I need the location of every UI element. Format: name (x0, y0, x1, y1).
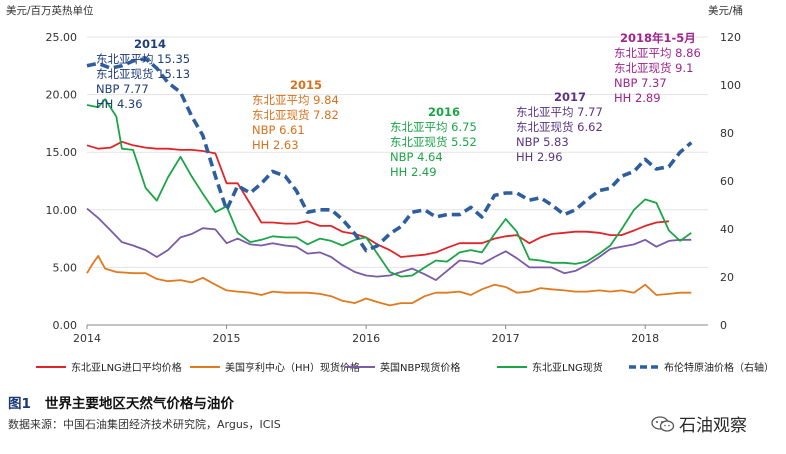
axes: 0.00 5.00 10.00 15.00 20.00 25.00 0 20 40 60 80 100… (46, 31, 742, 345)
figure-caption: 图1 世界主要地区天然气价格与油价 (8, 392, 234, 412)
annotation-4-line: HH 2.96 (516, 150, 563, 164)
legend: 东北亚LNG进口平均价格 美国亨利中心（HH）现货价格 英国NBP现货价格 东北亚LN… (36, 361, 774, 374)
y-left-tick-label: 0.00 (53, 319, 78, 332)
x-tick-label: 2014 (73, 332, 101, 345)
y-right-tick-label: 40 (720, 223, 734, 236)
y-right-tick-label: 20 (720, 271, 734, 284)
y-left-axis-label: 美元/百万英热单位 (6, 4, 94, 17)
annotation-2-line: 东北亚平均 9.84 (252, 93, 339, 107)
x-tick-label: 2015 (213, 332, 241, 345)
annotation-1-line: 东北亚平均 15.35 (96, 52, 190, 66)
annotation-1-line: 2014 (134, 37, 166, 51)
annotation-3-line: HH 2.49 (390, 165, 437, 179)
annotation-4-line: 东北亚现货 6.62 (516, 120, 603, 134)
chart: 0.00 5.00 10.00 15.00 20.00 25.00 0 20 40 60 80 100… (6, 4, 774, 374)
annotation-1-line: 东北亚现货 15.13 (96, 67, 190, 81)
legend-label-1: 东北亚LNG进口平均价格 (71, 361, 182, 374)
series-line-2 (86, 255, 692, 307)
annotation-2-line: 东北亚现货 7.82 (252, 108, 339, 122)
y-right-tick-label: 100 (720, 79, 741, 92)
x-tick-label: 2016 (352, 332, 380, 345)
annotation-2-line: 2015 (290, 78, 322, 92)
annotation-2-line: HH 2.63 (252, 138, 299, 152)
brand-watermark: 石油观察 (651, 411, 747, 436)
annotation-3-line: 2016 (428, 105, 460, 119)
annotation-5-line: 东北亚现货 9.1 (614, 61, 693, 75)
gridlines (87, 36, 708, 268)
y-right-tick-label: 120 (720, 31, 741, 44)
annotation-4-line: 东北亚平均 7.77 (516, 105, 603, 119)
legend-label-5: 布伦特原油价格（右轴） (664, 361, 774, 374)
legend-label-4: 东北亚LNG现货 (532, 361, 603, 374)
series-line-5 (86, 56, 693, 253)
y-right-tick-label: 80 (720, 127, 734, 140)
y-right-tick-label: 0 (720, 319, 727, 332)
annotation-5-line: 2018年1-5月 (620, 31, 696, 45)
y-left-tick-label: 25.00 (46, 31, 78, 44)
figure-number: 图1 (8, 396, 31, 412)
legend-label-2: 美国亨利中心（HH）现货价格 (225, 361, 360, 374)
annotation-5-line: NBP 7.37 (614, 76, 667, 90)
annotation-3-line: NBP 4.64 (390, 150, 443, 164)
figure-title: 世界主要地区天然气价格与油价 (44, 396, 234, 412)
y-left-tick-label: 5.00 (53, 261, 78, 274)
annotation-1-line: NBP 7.77 (96, 82, 149, 96)
annotation-1-line: HH 4.36 (96, 97, 143, 111)
annotation-4-line: NBP 5.83 (516, 135, 569, 149)
y-left-tick-label: 10.00 (46, 204, 78, 217)
annotation-5-line: HH 2.89 (614, 91, 661, 105)
series-line-4 (86, 98, 692, 278)
annotation-5-line: 东北亚平均 8.86 (614, 46, 701, 60)
annotation-3-line: 东北亚现货 5.52 (390, 135, 477, 149)
series-line-1 (86, 140, 669, 258)
source-note: 数据来源：中国石油集团经济技术研究院，Argus，ICIS (8, 418, 281, 431)
brand-name: 石油观察 (679, 416, 747, 436)
y-left-tick-label: 20.00 (46, 89, 78, 102)
annotation-4-line: 2017 (554, 90, 586, 104)
x-tick-label: 2017 (492, 332, 520, 345)
wechat-icon (651, 415, 675, 432)
series-lines (86, 56, 693, 307)
y-right-tick-label: 60 (720, 175, 734, 188)
series-line-3 (86, 207, 692, 281)
y-left-tick-label: 15.00 (46, 146, 78, 159)
x-tick-label: 2018 (631, 332, 659, 345)
annotation-2-line: NBP 6.61 (252, 123, 305, 137)
legend-label-3: 英国NBP现货价格 (380, 361, 460, 374)
y-right-axis-label: 美元/桶 (708, 4, 743, 17)
annotation-3-line: 东北亚平均 6.75 (390, 120, 477, 134)
